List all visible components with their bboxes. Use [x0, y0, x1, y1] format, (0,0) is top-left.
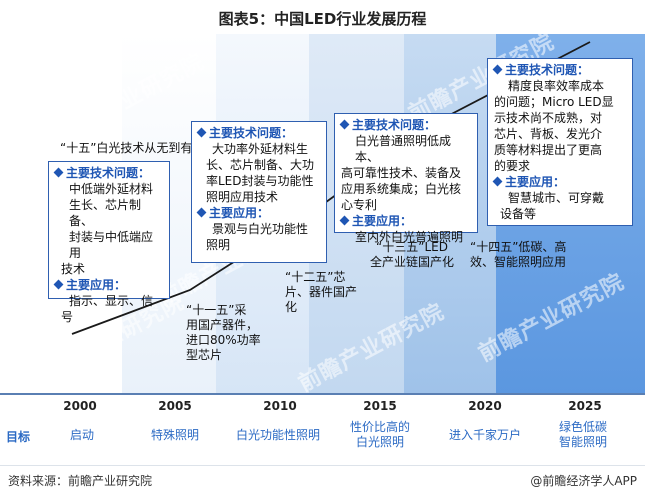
problem-heading: 主要技术问题：	[196, 125, 320, 141]
phase-label-10th: “十五”白光技术从无到有	[60, 141, 193, 155]
diamond-bullet-icon	[196, 127, 207, 138]
phase-label-14th: “十四五”低碳、高 效、智能照明应用	[470, 240, 567, 269]
diamond-bullet-icon	[339, 215, 350, 226]
phase-label-11th: “十一五”采 用国产器件， 进口80%功率 型芯片	[186, 303, 261, 362]
goal-2025: 绿色低碳 智能照明	[558, 420, 607, 449]
year-label: 2000	[63, 399, 97, 413]
application-heading: 主要应用：	[339, 213, 471, 229]
year-label: 2020	[468, 399, 502, 413]
problem-heading: 主要技术问题：	[492, 62, 626, 78]
diamond-bullet-icon	[53, 279, 64, 290]
year-label: 2005	[158, 399, 192, 413]
problem-heading: 主要技术问题：	[339, 117, 471, 133]
goal-2000: 启动	[69, 428, 94, 442]
goal-2020: 进入千家万户	[448, 428, 521, 442]
year-label: 2015	[363, 399, 397, 413]
timeline-axis	[0, 393, 645, 395]
diamond-bullet-icon	[492, 64, 503, 75]
year-label: 2010	[263, 399, 297, 413]
phase-label-13th: “十三五”LED 全产业链国产化	[370, 240, 455, 269]
phase-label-12th: “十二五”芯 片、器件国产 化	[285, 270, 358, 314]
diamond-bullet-icon	[53, 167, 64, 178]
goal-2015: 性价比高的 白光照明	[349, 420, 410, 449]
phase-box-10th: 主要技术问题： 中低端外延材料 生长、芯片制备、 封装与中低端应用 技术 主要应…	[48, 161, 170, 324]
problem-heading: 主要技术问题：	[53, 165, 163, 181]
source-note: 资料来源：前瞻产业研究院	[8, 474, 153, 488]
phase-box-11th: 主要技术问题： 大功率外延材料生 长、芯片制备、大功 率LED封装与功能性 照明…	[191, 121, 327, 263]
chart-title: 图表5：中国LED行业发展历程	[218, 10, 427, 28]
application-heading: 主要应用：	[492, 174, 626, 190]
footer-divider	[0, 465, 645, 466]
phase-box-14th: 主要技术问题： 精度良率效率成本 的问题；Micro LED显 示技术尚不成熟，…	[487, 58, 633, 226]
application-heading: 主要应用：	[53, 277, 163, 293]
diamond-bullet-icon	[196, 207, 207, 218]
phase-box-13th: 主要技术问题： 白光普通照明低成本、 高可靠性技术、装备及 应用系统集成；白光核…	[334, 113, 478, 244]
application-heading: 主要应用：	[196, 205, 320, 221]
goal-2005: 特殊照明	[150, 428, 199, 442]
brand-credit: @前瞻经济学人APP	[530, 474, 637, 488]
diamond-bullet-icon	[339, 119, 350, 130]
diamond-bullet-icon	[492, 176, 503, 187]
goal-row-label: 目标	[6, 430, 31, 444]
goal-2010: 白光功能性照明	[235, 428, 320, 442]
year-label: 2025	[568, 399, 602, 413]
